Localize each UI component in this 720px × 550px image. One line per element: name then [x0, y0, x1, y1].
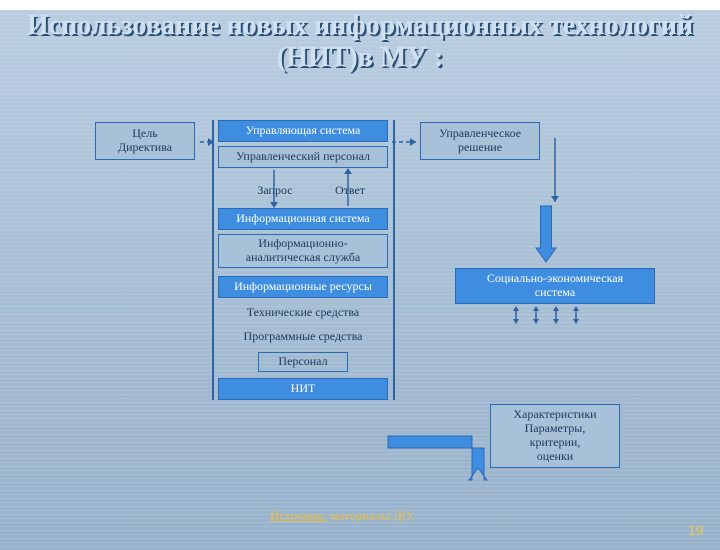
- node-staff: Персонал: [258, 352, 348, 372]
- node-soft: Программные средства: [228, 328, 378, 346]
- node-char: Характеристики Параметры, критерии, оцен…: [490, 404, 620, 468]
- source-text: материалы ДО.: [327, 508, 415, 523]
- node-decision: Управленческое решение: [420, 122, 540, 160]
- node-tech: Технические средства: [228, 304, 378, 322]
- page-title: Использование новых информационных техно…: [12, 10, 708, 74]
- node-socio: Социально-экономическая система: [455, 268, 655, 304]
- node-mgmt_staff: Управленческий персонал: [218, 146, 388, 168]
- node-info_service: Информационно- аналитическая служба: [218, 234, 388, 268]
- column-line: [393, 120, 395, 400]
- node-answer: Ответ: [320, 182, 380, 200]
- source-label: Источник:: [270, 508, 327, 523]
- node-mgmt_sys: Управляющая система: [218, 120, 388, 142]
- node-query: Запрос: [242, 182, 308, 200]
- source-line: Источник: материалы ДО.: [270, 508, 415, 524]
- node-info_sys: Информационная система: [218, 208, 388, 230]
- node-nit: НИТ: [218, 378, 388, 400]
- column-line: [212, 120, 214, 400]
- page-number: 19: [688, 522, 704, 538]
- node-goal: Цель Директива: [95, 122, 195, 160]
- node-info_res: Информационные ресурсы: [218, 276, 388, 298]
